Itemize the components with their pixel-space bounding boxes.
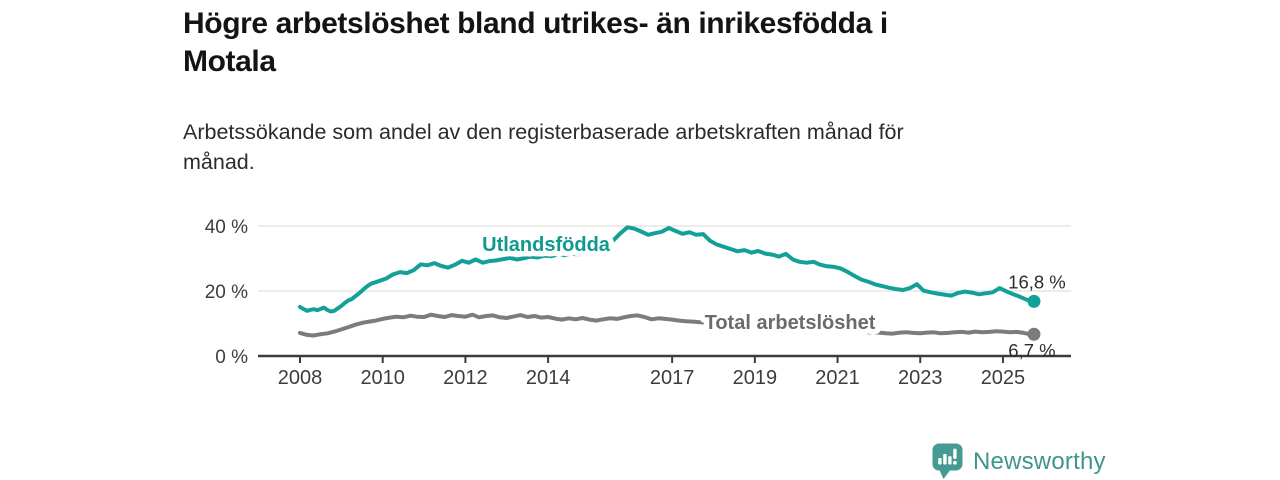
series-label-total: Total arbetslöshet [705,312,876,334]
chart-title: Högre arbetslöshet bland utrikes- än inr… [183,5,888,81]
series-line-total [298,312,1036,338]
y-axis-label: 20 % [205,282,248,303]
series-label-halo-utlandsfodda: Utlandsfödda [482,234,611,256]
x-axis-label: 2010 [360,367,405,389]
x-axis-label: 2019 [733,367,778,389]
x-axis-label: 2014 [526,367,571,389]
x-axis-label: 2017 [650,367,695,389]
series-end-value-utlandsfodda: 16,8 % [1008,271,1066,292]
x-axis-label: 2023 [898,367,943,389]
x-axis-label: 2008 [278,367,323,389]
series-end-dot-utlandsfodda [1027,294,1041,308]
newsworthy-branding: Newsworthy [932,443,1106,480]
series-line-utlandsfodda [298,225,1036,314]
chart-title-line-1: Högre arbetslöshet bland utrikes- än inr… [183,7,888,40]
x-axis-label: 2021 [815,367,860,389]
y-axis-label: 0 % [215,347,248,368]
x-axis-label: 2025 [981,367,1026,389]
y-axis-label: 40 % [205,217,248,238]
series-label-halo-total: Total arbetslöshet [705,312,876,334]
chart-title-line-2: Motala [183,45,276,78]
chart-subtitle-line-2: månad. [183,150,255,174]
chart-subtitle: Arbetssökande som andel av den registerb… [183,117,904,177]
bar-chart-speech-bubble-icon [932,443,963,479]
series-end-value-total: 6,7 % [1008,340,1055,361]
chart-subtitle-line-1: Arbetssökande som andel av den registerb… [183,120,904,144]
brand-name: Newsworthy [973,447,1106,475]
x-axis-label: 2012 [443,367,488,389]
series-label-utlandsfodda: Utlandsfödda [482,234,611,256]
series-end-dot-total [1027,327,1041,341]
